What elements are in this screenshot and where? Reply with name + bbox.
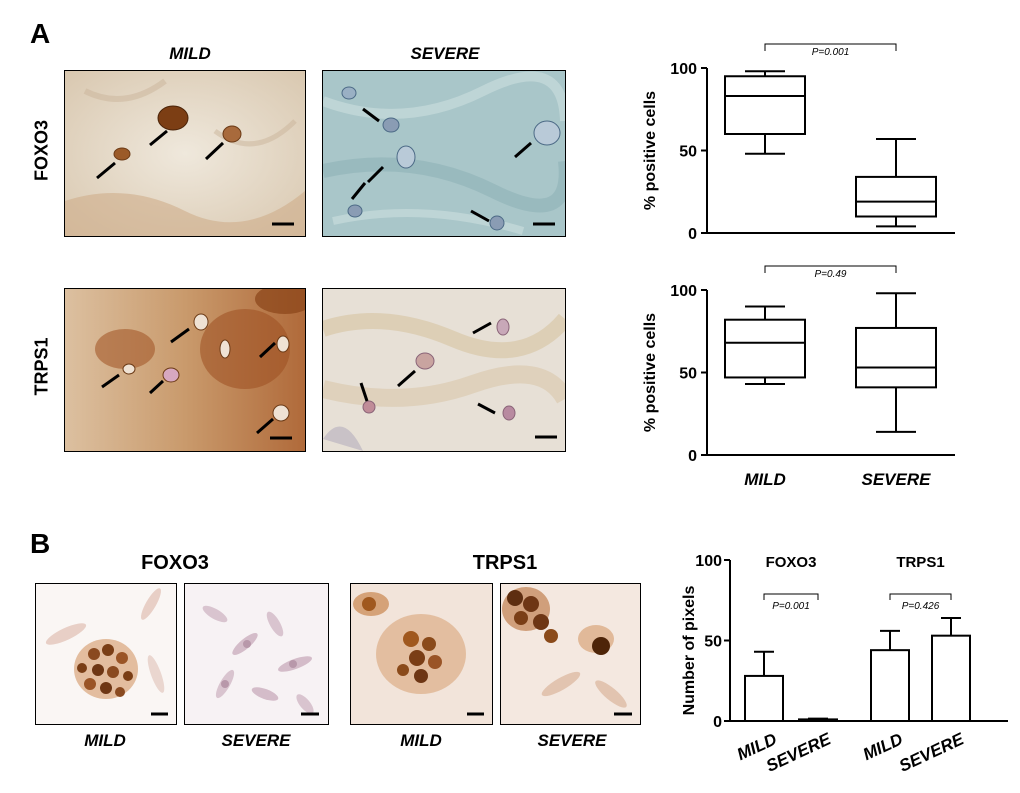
panel-a-letter: A (30, 18, 51, 49)
culture-label-foxo3-mild: MILD (84, 731, 126, 750)
b-ytick-label: 50 (704, 634, 722, 651)
panel-b-letter: B (30, 528, 51, 559)
a2-ylabel: % positive cells (642, 313, 659, 432)
a2-box (724, 318, 806, 379)
b-ytick-label: 100 (695, 553, 722, 570)
a1-ytick-label: 50 (679, 144, 697, 161)
boxplot-trps1: 0 50 100 % positive cells MILD SEVERE P=0.49 (642, 265, 955, 489)
culture-foxo3-mild (35, 583, 177, 725)
culture-label-trps1-mild: MILD (400, 731, 442, 750)
b-bar (744, 674, 784, 722)
row-header-foxo3: FOXO3 (31, 120, 52, 182)
b-ylabel: Number of pixels (681, 586, 698, 716)
culture-trps1-severe (500, 583, 641, 725)
a2-ytick-label: 0 (688, 448, 697, 465)
b-sig-bracket (889, 593, 952, 600)
culture-label-trps1-severe: SEVERE (537, 731, 607, 750)
micrograph-foxo3-severe (322, 70, 566, 237)
micrograph-trps1-mild (64, 288, 306, 452)
a1-box (724, 75, 806, 135)
b-bar (870, 649, 910, 722)
col-header-severe: SEVERE (410, 44, 480, 63)
a1-sig-bracket (764, 43, 897, 51)
b-xtick-label: SEVERE (896, 729, 967, 776)
boxplot-foxo3: 0 50 100 % positive cells P=0.001 (642, 43, 955, 243)
b-sig-bracket (763, 593, 819, 600)
b-bar (798, 718, 838, 722)
culture-trps1-mild (350, 583, 493, 725)
micrograph-foxo3-mild (64, 70, 306, 237)
a1-sig-label: P=0.001 (812, 47, 850, 58)
a1-box (855, 175, 937, 218)
a2-ytick-label: 50 (679, 366, 697, 383)
a1-ytick-label: 100 (670, 61, 697, 78)
group-header-trps1: TRPS1 (472, 552, 538, 574)
row-header-trps1: TRPS1 (31, 337, 52, 396)
group-header-foxo3: FOXO3 (141, 552, 209, 574)
b-ytick-label: 0 (713, 714, 722, 731)
b-group-label: TRPS1 (896, 554, 944, 571)
a2-xtick-label: MILD (744, 470, 786, 489)
a2-sig-bracket (764, 265, 897, 273)
b-sig-label: P=0.426 (902, 601, 940, 612)
a2-box (855, 326, 937, 389)
b-bar (931, 634, 971, 722)
culture-foxo3-severe (184, 583, 329, 725)
a1-ylabel: % positive cells (642, 91, 659, 210)
a2-xtick-label: SEVERE (862, 470, 932, 489)
a1-ytick-label: 0 (688, 226, 697, 243)
b-group-label: FOXO3 (766, 554, 817, 571)
micrograph-trps1-severe (322, 288, 566, 452)
culture-label-foxo3-severe: SEVERE (221, 731, 291, 750)
a2-sig-label: P=0.49 (815, 269, 847, 280)
b-sig-label: P=0.001 (772, 601, 810, 612)
col-header-mild: MILD (169, 44, 211, 63)
a2-ytick-label: 100 (670, 283, 697, 300)
